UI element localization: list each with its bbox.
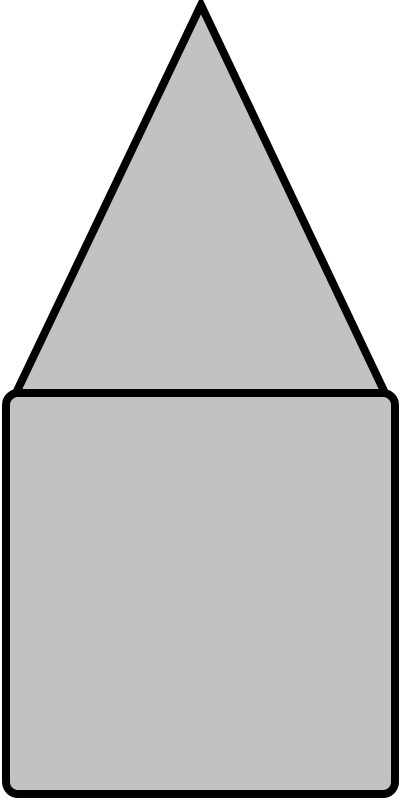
rounded-rectangle-body-shape: [2, 389, 399, 798]
triangle-roof-shape: [9, 0, 392, 397]
